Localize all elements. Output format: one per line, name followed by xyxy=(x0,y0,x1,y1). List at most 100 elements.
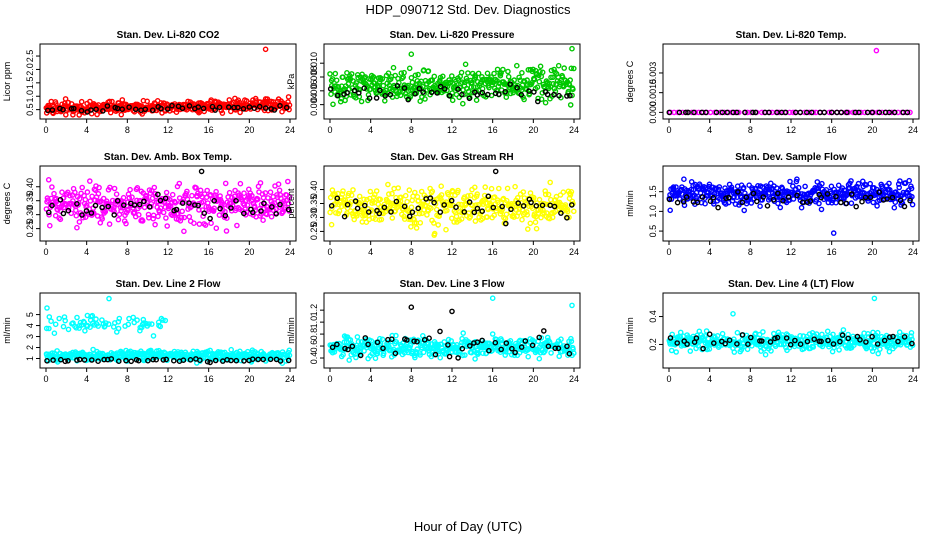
data-point xyxy=(673,184,679,190)
data-point xyxy=(151,184,158,191)
x-tick-label: 16 xyxy=(827,374,837,384)
data-point xyxy=(57,196,64,203)
data-point xyxy=(89,357,95,363)
data-point xyxy=(874,341,881,347)
data-point xyxy=(414,346,421,352)
data-point xyxy=(758,109,765,116)
y-tick-label: 1.5 xyxy=(648,185,658,198)
data-point xyxy=(533,202,540,209)
data-point xyxy=(818,206,825,213)
data-point xyxy=(341,339,348,345)
data-point xyxy=(437,328,443,335)
data-point xyxy=(850,109,856,116)
data-point xyxy=(176,180,183,187)
data-point xyxy=(828,183,835,190)
data-point xyxy=(743,194,750,201)
data-point xyxy=(65,357,71,364)
x-tick-label: 4 xyxy=(84,247,89,257)
data-point xyxy=(345,346,351,353)
data-point xyxy=(408,223,414,230)
data-point xyxy=(59,189,65,195)
data-point xyxy=(498,337,505,344)
x-tick-label: 24 xyxy=(285,374,295,384)
data-point xyxy=(531,76,538,83)
data-point xyxy=(393,339,400,345)
data-point xyxy=(514,194,521,201)
data-point xyxy=(405,96,412,103)
data-point xyxy=(62,317,68,324)
data-point xyxy=(254,196,261,203)
data-point xyxy=(416,210,423,217)
data-point xyxy=(794,176,800,182)
data-point xyxy=(451,219,457,225)
data-point xyxy=(830,331,836,338)
data-point xyxy=(94,111,100,118)
data-point xyxy=(491,70,497,77)
x-tick-label: 0 xyxy=(43,125,48,135)
data-point xyxy=(463,75,470,82)
data-point xyxy=(285,206,292,213)
data-point xyxy=(140,316,147,323)
data-point xyxy=(886,334,893,340)
data-point xyxy=(366,95,373,101)
data-point xyxy=(345,81,352,87)
data-point xyxy=(339,191,346,197)
data-point xyxy=(90,320,96,326)
data-point xyxy=(533,225,540,232)
data-point xyxy=(518,92,525,98)
data-point xyxy=(469,79,475,86)
data-point xyxy=(193,184,199,191)
data-point xyxy=(60,323,67,330)
data-point xyxy=(728,184,735,191)
data-point xyxy=(857,336,863,343)
data-point xyxy=(156,322,162,329)
x-tick-label: 20 xyxy=(867,125,877,135)
data-point xyxy=(666,196,673,203)
data-point xyxy=(420,89,426,95)
data-point xyxy=(896,184,903,191)
data-point xyxy=(285,200,292,207)
data-point xyxy=(896,329,903,336)
x-tick-label: 4 xyxy=(84,125,89,135)
data-point xyxy=(461,209,468,215)
data-point xyxy=(738,346,745,353)
data-point xyxy=(392,72,399,79)
data-point xyxy=(495,83,502,89)
data-point xyxy=(504,82,511,88)
data-point xyxy=(726,194,732,201)
data-point xyxy=(393,332,399,339)
data-point xyxy=(460,330,467,336)
data-point xyxy=(99,216,105,222)
data-point xyxy=(150,333,157,339)
data-point xyxy=(848,200,855,206)
data-point xyxy=(373,95,380,101)
data-point xyxy=(116,315,123,322)
data-point xyxy=(474,191,481,197)
data-point xyxy=(335,84,342,90)
data-point xyxy=(213,225,220,231)
data-point xyxy=(144,98,150,105)
data-point xyxy=(262,190,269,196)
data-point xyxy=(745,341,751,348)
x-tick-label: 24 xyxy=(569,125,579,135)
data-point xyxy=(78,107,85,114)
data-point xyxy=(879,185,886,191)
data-point xyxy=(836,347,842,353)
data-point xyxy=(153,356,159,363)
data-point xyxy=(260,217,266,223)
data-point xyxy=(907,197,913,204)
data-point xyxy=(173,206,180,213)
data-point xyxy=(105,321,112,327)
data-point xyxy=(373,188,380,194)
data-point xyxy=(202,222,209,228)
data-point xyxy=(385,70,392,76)
data-point xyxy=(490,204,497,211)
data-point xyxy=(342,345,348,352)
data-point xyxy=(331,349,338,355)
data-point xyxy=(819,331,825,338)
data-point xyxy=(514,62,520,69)
data-point xyxy=(91,210,97,216)
data-point xyxy=(703,109,709,116)
data-point xyxy=(564,343,570,350)
